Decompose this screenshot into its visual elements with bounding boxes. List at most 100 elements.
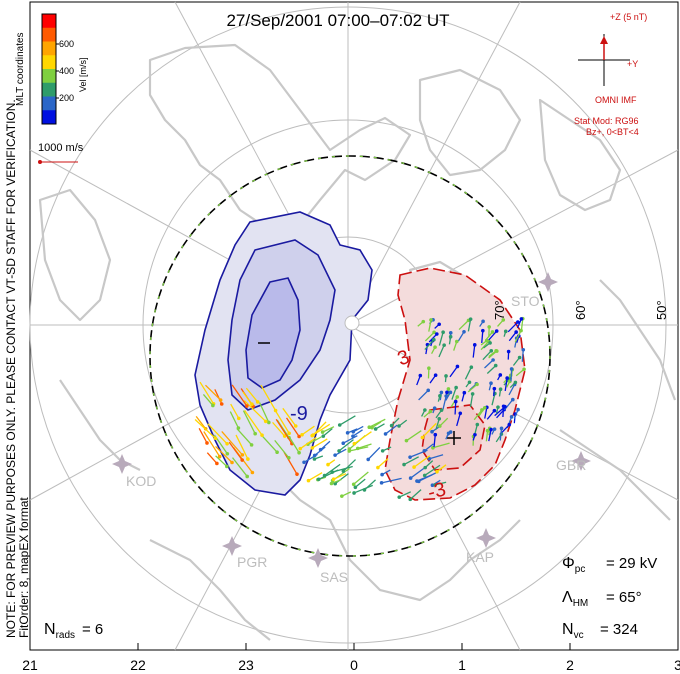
velocity-vector	[353, 471, 369, 485]
velocity-vector	[461, 392, 465, 402]
velocity-vector	[275, 418, 293, 444]
colorbar-tick-label: 600	[59, 39, 74, 49]
velocity-vector	[368, 418, 386, 428]
velocity-vector	[498, 389, 502, 397]
vector-origin	[379, 481, 384, 485]
velocity-vector	[385, 424, 398, 435]
velocity-vector	[435, 418, 440, 430]
velocity-vector	[497, 374, 501, 381]
velocity-vector	[339, 415, 356, 426]
vector-origin	[453, 399, 458, 404]
velocity-vector	[244, 410, 263, 436]
velocity-vector	[342, 459, 356, 472]
velocity-vector	[398, 491, 412, 498]
mlt-tick-label: 22	[130, 657, 146, 673]
colorbar-segment	[42, 14, 56, 29]
velocity-vector	[417, 321, 424, 327]
velocity-vector	[228, 441, 243, 461]
velocity-vector	[303, 453, 318, 463]
velocity-vector	[478, 407, 486, 417]
velocity-vector	[493, 388, 495, 397]
phi-pc-value: = 29 kV	[606, 555, 657, 572]
velocity-vector	[515, 368, 525, 377]
velocity-vector	[352, 425, 364, 433]
latitude-label: 70°	[492, 300, 507, 320]
velocity-vector	[260, 384, 277, 411]
velocity-vector	[445, 392, 451, 401]
velocity-vector	[258, 402, 270, 423]
lambda-hm-value: = 65°	[606, 589, 642, 606]
velocity-vector	[448, 336, 452, 345]
coordinates-label: MLT coordinates	[15, 32, 26, 106]
velocity-vector	[338, 439, 354, 452]
colorbar-segment	[42, 110, 56, 125]
velocity-vector	[375, 423, 385, 430]
velocity-vector	[482, 350, 492, 361]
velocity-vector	[485, 430, 489, 442]
n-rads-value: = 6	[82, 621, 103, 638]
velocity-vector	[432, 442, 450, 449]
colorbar-segment	[42, 82, 56, 97]
velocity-vector	[516, 318, 522, 329]
map-title: 27/Sep/2001 07:00–07:02 UT	[226, 11, 449, 30]
velocity-vector	[221, 431, 243, 456]
velocity-vector	[206, 452, 218, 464]
velocity-vector	[195, 415, 207, 430]
mlt-tick-label: 1	[458, 657, 466, 673]
velocity-vector	[437, 395, 441, 402]
velocity-vector	[454, 401, 457, 415]
station-label: KOD	[126, 473, 156, 489]
velocity-vector	[261, 435, 278, 453]
velocity-vector	[410, 467, 425, 479]
vector-origin	[505, 376, 509, 380]
vector-origin	[444, 374, 448, 378]
velocity-vector	[242, 410, 256, 435]
velocity-vector	[409, 489, 422, 500]
velocity-vector	[235, 434, 249, 460]
velocity-vector	[283, 451, 298, 475]
velocity-vector	[469, 393, 474, 408]
velocity-vector	[324, 463, 341, 477]
velocity-vector	[342, 435, 358, 444]
velocity-vector	[198, 428, 208, 444]
velocity-vector	[488, 350, 497, 357]
velocity-vector	[320, 440, 331, 451]
station-markers	[112, 272, 591, 568]
velocity-vector	[480, 340, 490, 351]
velocity-vector	[341, 491, 352, 497]
velocity-colorbar	[41, 13, 59, 125]
station-label: PGR	[237, 554, 267, 570]
velocity-vector	[318, 469, 339, 480]
station-label: SAS	[320, 569, 348, 585]
colorbar-outline	[41, 13, 57, 125]
velocity-vector	[444, 375, 447, 383]
velocity-vector	[236, 428, 253, 446]
velocity-vector	[334, 448, 347, 456]
velocity-vector	[381, 469, 391, 476]
velocity-vector	[273, 408, 290, 434]
velocity-vector	[229, 411, 239, 429]
velocity-vector	[367, 447, 381, 460]
velocity-vector	[488, 383, 492, 391]
velocity-vector	[484, 407, 488, 419]
velocity-vector	[467, 383, 478, 393]
latitude-label: 50°	[654, 300, 669, 320]
velocity-vector	[353, 484, 373, 494]
velocity-vector	[488, 429, 492, 442]
velocity-vector	[245, 387, 259, 403]
velocity-vector	[439, 417, 449, 427]
velocity-vector	[207, 423, 228, 445]
velocity-vector	[438, 344, 445, 358]
velocity-vector	[194, 419, 216, 439]
velocity-vector	[509, 381, 516, 388]
colorbar-segment	[42, 41, 56, 56]
velocity-vector	[377, 458, 389, 469]
vector-origin	[498, 387, 503, 391]
imf-clock	[578, 34, 630, 86]
velocity-vector	[421, 422, 437, 438]
velocity-vector	[472, 344, 476, 358]
velocity-vector	[467, 319, 472, 332]
velocity-vector	[424, 460, 434, 469]
velocity-vector	[286, 417, 300, 437]
velocity-vector	[453, 341, 458, 351]
